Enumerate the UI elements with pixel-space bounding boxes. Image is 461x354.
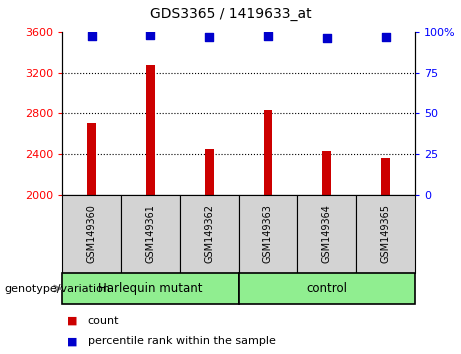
Point: [88, 33, 95, 39]
Text: GSM149361: GSM149361: [145, 204, 155, 263]
Text: GSM149360: GSM149360: [87, 204, 97, 263]
Bar: [180, 195, 239, 273]
Bar: [62, 273, 239, 304]
Bar: [264, 110, 272, 195]
Point: [147, 32, 154, 38]
Text: GSM149362: GSM149362: [204, 204, 214, 263]
Text: GSM149363: GSM149363: [263, 204, 273, 263]
Text: GDS3365 / 1419633_at: GDS3365 / 1419633_at: [150, 7, 311, 21]
Bar: [121, 195, 180, 273]
Bar: [87, 124, 96, 195]
Point: [206, 34, 213, 40]
Bar: [239, 273, 415, 304]
Bar: [322, 151, 331, 195]
Bar: [297, 195, 356, 273]
Bar: [356, 195, 415, 273]
Text: Harlequin mutant: Harlequin mutant: [98, 282, 203, 295]
Bar: [146, 65, 155, 195]
Point: [264, 33, 272, 39]
Bar: [62, 195, 121, 273]
Text: genotype/variation: genotype/variation: [5, 284, 111, 293]
Text: ■: ■: [67, 336, 77, 346]
Point: [382, 34, 389, 40]
Text: ■: ■: [67, 315, 77, 326]
Text: percentile rank within the sample: percentile rank within the sample: [88, 336, 276, 346]
Text: control: control: [306, 282, 347, 295]
Bar: [205, 149, 213, 195]
Text: GSM149365: GSM149365: [380, 204, 390, 263]
Text: count: count: [88, 315, 119, 326]
Bar: [381, 158, 390, 195]
Point: [323, 35, 331, 40]
Text: GSM149364: GSM149364: [322, 204, 332, 263]
Bar: [239, 195, 297, 273]
